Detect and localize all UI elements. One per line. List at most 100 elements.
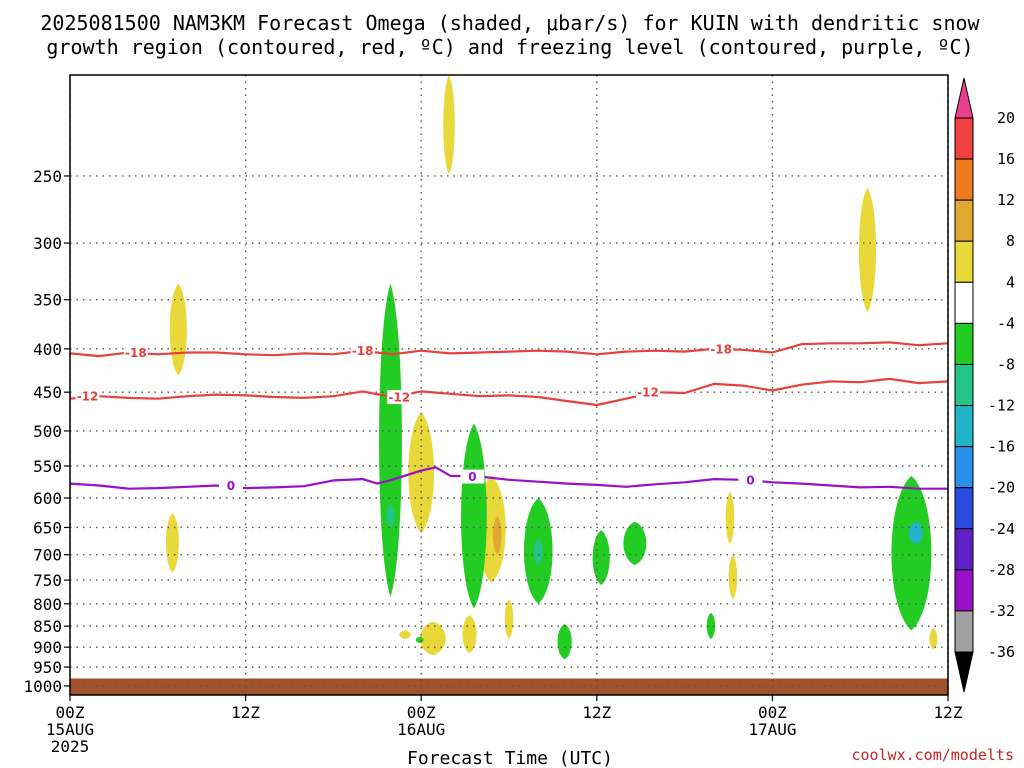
colorbar-swatch xyxy=(954,610,974,653)
y-tick-label: 300 xyxy=(33,234,62,253)
x-tick-label: 12Z xyxy=(934,703,963,722)
x-tick-label: 00Z xyxy=(56,703,85,722)
colorbar-label: -8 xyxy=(997,355,1015,373)
y-tick-label: 900 xyxy=(33,638,62,657)
contour-label: -12 xyxy=(388,391,410,405)
contour-line xyxy=(69,377,949,407)
colorbar-label: 8 xyxy=(1006,232,1015,250)
contour-label-bg xyxy=(218,478,243,493)
colorbar-swatch xyxy=(954,240,974,283)
omega-region xyxy=(557,623,572,660)
contour-label: -12 xyxy=(77,390,99,404)
contour-line xyxy=(69,341,949,358)
contour-label: 0 xyxy=(746,473,754,487)
contour-label-bg xyxy=(387,390,412,405)
contour-label: 0 xyxy=(227,479,235,493)
omega-region xyxy=(533,538,543,566)
contour-label-bg xyxy=(123,345,148,360)
colorbar-bottom-arrow xyxy=(954,651,974,693)
colorbar-label: -16 xyxy=(988,438,1015,456)
contour-label: -18 xyxy=(710,342,732,356)
omega-region xyxy=(725,491,735,545)
y-tick-label: 450 xyxy=(33,383,62,402)
y-tick-label: 350 xyxy=(33,291,62,310)
omega-region xyxy=(462,615,477,654)
omega-region xyxy=(399,630,411,639)
omega-region xyxy=(891,475,932,631)
y-tick-label: 600 xyxy=(33,489,62,508)
contour-label-bg xyxy=(75,389,100,404)
y-axis: 250 300 350 400 450 500 550 600 650 700 750 800 850 9… xyxy=(23,167,70,696)
colorbar-label: -24 xyxy=(988,520,1015,538)
y-tick-label: 250 xyxy=(33,167,62,186)
colorbar-label: -36 xyxy=(988,643,1015,661)
omega-region xyxy=(379,283,402,597)
omega-region xyxy=(929,628,938,650)
contour-label-bg xyxy=(460,469,485,484)
omega-region xyxy=(623,521,647,566)
colorbar-label: -12 xyxy=(988,397,1015,415)
colorbar-label: 20 xyxy=(997,109,1015,127)
omega-region xyxy=(592,530,610,585)
colorbar-swatch xyxy=(954,322,974,365)
y-tick-label: 750 xyxy=(33,571,62,590)
x-axis-label: Forecast Time (UTC) xyxy=(407,748,613,768)
colorbar-label: 4 xyxy=(1006,273,1015,291)
colorbar-swatch xyxy=(954,569,974,612)
contour-label-bg xyxy=(738,472,763,487)
y-tick-label: 650 xyxy=(33,518,62,537)
x-tick-year-label: 2025 xyxy=(51,737,90,756)
x-tick-label: 00Z xyxy=(407,703,436,722)
omega-region xyxy=(858,187,877,313)
y-tick-label: 550 xyxy=(33,457,62,476)
colorbar: 20 16 12 8 4 -4 -8 -12 -16 -20 -24 -28 -32 -36 xyxy=(954,77,1015,693)
colorbar-label: -32 xyxy=(988,602,1015,620)
x-tick-date-label: 16AUG xyxy=(397,720,445,739)
colorbar-label: -4 xyxy=(997,314,1015,332)
omega-region xyxy=(493,515,502,555)
colorbar-swatch xyxy=(954,199,974,242)
chart-title-line2: growth region (contoured, red, ºC) and f… xyxy=(46,35,973,59)
colorbar-swatch xyxy=(954,363,974,407)
omega-region xyxy=(908,521,923,545)
y-tick-label: 950 xyxy=(33,658,62,677)
colorbar-swatch xyxy=(954,117,974,160)
omega-region xyxy=(420,621,446,656)
credit-text: coolwx.com/modelts xyxy=(851,746,1014,764)
colorbar-swatch xyxy=(954,158,974,201)
colorbar-swatch xyxy=(954,487,974,530)
contour-label-bg xyxy=(636,385,661,400)
omega-region xyxy=(706,612,716,639)
x-tick-date-label: 15AUG xyxy=(46,720,94,739)
colorbar-label: -28 xyxy=(988,561,1015,579)
plot-area: -18 -18 -18 -12 -12 -12 0 0 0 xyxy=(69,74,949,696)
x-tick-label: 00Z xyxy=(758,703,787,722)
colorbar-top-arrow xyxy=(954,77,974,119)
x-tick-date-label: 17AUG xyxy=(748,720,796,739)
omega-region xyxy=(728,554,738,600)
contour-label: -18 xyxy=(352,344,374,358)
omega-region xyxy=(443,75,455,175)
x-tick-label: 12Z xyxy=(231,703,260,722)
y-tick-label: 850 xyxy=(33,617,62,636)
contour-label-bg xyxy=(350,343,375,358)
omega-region xyxy=(386,504,395,528)
y-tick-label: 1000 xyxy=(23,677,62,696)
colorbar-swatch xyxy=(954,405,974,448)
colorbar-label: -20 xyxy=(988,479,1015,497)
omega-region xyxy=(166,513,179,573)
y-tick-label: 400 xyxy=(33,340,62,359)
omega-region xyxy=(504,599,514,639)
omega-region xyxy=(169,283,187,376)
y-tick-label: 700 xyxy=(33,546,62,565)
y-tick-label: 800 xyxy=(33,595,62,614)
colorbar-label: 12 xyxy=(997,191,1015,209)
ground-surface xyxy=(70,678,948,695)
chart-title-line1: 2025081500 NAM3KM Forecast Omega (shaded… xyxy=(40,11,980,35)
plot-frame xyxy=(69,74,949,696)
colorbar-swatch xyxy=(954,281,974,324)
contour-label: 0 xyxy=(468,470,476,484)
colorbar-swatch xyxy=(954,446,974,489)
